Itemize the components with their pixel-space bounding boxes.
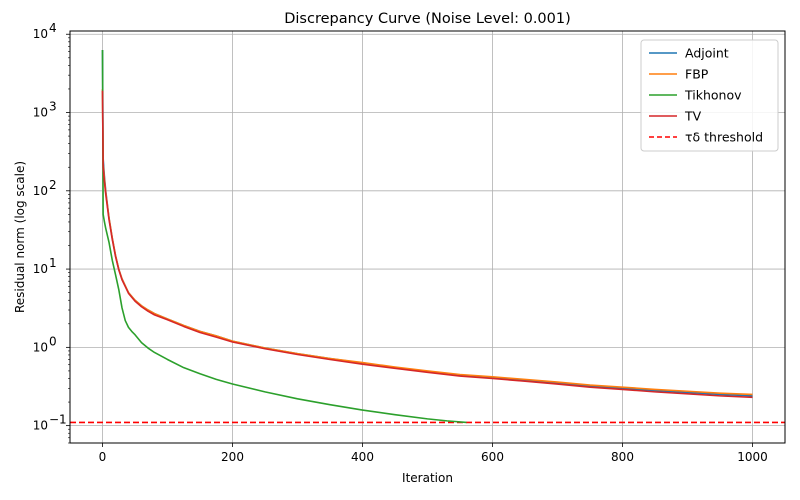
x-tick-label: 200 [221,450,244,464]
x-tick-label: 400 [351,450,374,464]
y-tick-exponent: −1 [49,413,67,427]
y-tick-exponent: 0 [49,334,57,348]
legend-entry: τδ threshold [685,130,763,145]
legend-entry: Tikhonov [684,88,742,103]
x-axis-label: Iteration [402,471,453,485]
y-axis-label: Residual norm (log scale) [13,161,27,313]
y-tick-exponent: 2 [49,178,57,192]
y-tick-exponent: 1 [49,256,57,270]
legend-box [640,39,779,152]
legend-entry: Adjoint [685,46,729,61]
x-tick-label: 600 [481,450,504,464]
y-tick-label: 10 [33,106,48,120]
chart-title: Discrepancy Curve (Noise Level: 0.001) [284,11,571,27]
x-axis-ticks: 0 200 400 600 800 1000 [99,443,768,464]
plot-frame [69,30,786,444]
legend: Adjoint FBP Tikhonov TV τδ threshold [640,39,779,152]
y-tick-label: 10 [33,27,48,41]
x-tick-label: 0 [99,450,107,464]
x-tick-label: 1000 [737,450,768,464]
y-tick-label: 10 [33,419,48,433]
series-line-tv [101,90,753,399]
y-tick-exponent: 3 [49,100,57,114]
series-line-tikhonov [101,49,467,424]
legend-entry: FBP [685,67,709,82]
series-layer [101,49,753,424]
y-tick-label: 10 [33,184,48,198]
y-tick-label: 10 [33,262,48,276]
x-tick-label: 800 [611,450,634,464]
legend-entry: TV [684,109,702,124]
y-tick-exponent: 4 [49,21,57,35]
y-tick-label: 10 [33,340,48,354]
